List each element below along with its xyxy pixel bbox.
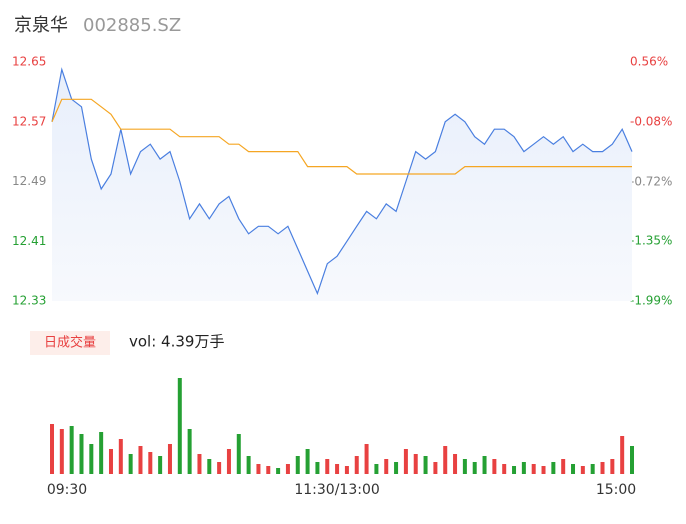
volume-bar xyxy=(89,444,94,474)
volume-bar xyxy=(600,462,605,474)
volume-bar xyxy=(266,466,271,474)
volume-bar xyxy=(207,459,212,474)
price-area xyxy=(52,69,632,301)
y-tick-label: 12.33 xyxy=(12,294,46,308)
y-tick-label: 12.65 xyxy=(12,55,46,69)
volume-bar xyxy=(79,434,84,474)
x-tick-label: 11:30/13:00 xyxy=(294,482,379,498)
volume-bar xyxy=(433,462,438,474)
volume-bar xyxy=(580,466,585,474)
volume-bar xyxy=(502,464,507,474)
volume-bar xyxy=(403,449,408,474)
volume-bar xyxy=(374,464,379,474)
volume-bar xyxy=(335,464,340,474)
x-tick-label: 09:30 xyxy=(47,482,87,498)
volume-bar xyxy=(384,459,389,474)
volume-bar xyxy=(571,464,576,474)
volume-bar xyxy=(443,446,448,474)
volume-bar xyxy=(344,466,349,474)
volume-bar xyxy=(472,462,477,474)
volume-bar xyxy=(138,446,143,474)
volume-bar xyxy=(561,459,566,474)
volume-bar xyxy=(187,429,192,474)
volume-bar xyxy=(276,468,281,474)
volume-bar xyxy=(423,456,428,474)
volume-label: vol: 4.39万手 xyxy=(129,333,224,351)
volume-bar xyxy=(285,464,290,474)
volume-title: 日成交量 xyxy=(44,335,96,351)
y2-tick-label: -0.72% xyxy=(630,174,672,188)
volume-bar xyxy=(128,454,133,474)
y2-tick-label: 0.56% xyxy=(630,55,668,69)
volume-bar xyxy=(246,456,251,474)
y-tick-label: 12.57 xyxy=(12,114,46,128)
volume-bar xyxy=(69,426,74,474)
stock-name: 京泉华 xyxy=(14,15,68,36)
volume-bar xyxy=(630,446,634,474)
y2-tick-label: -1.35% xyxy=(630,234,672,248)
volume-bar xyxy=(610,459,615,474)
volume-bar xyxy=(226,449,231,474)
volume-bar xyxy=(59,429,64,474)
volume-bar xyxy=(453,454,458,474)
volume-bar xyxy=(364,444,369,474)
volume-bar xyxy=(305,449,310,474)
volume-bar xyxy=(590,464,595,474)
volume-bar xyxy=(354,456,359,474)
x-tick-label: 15:00 xyxy=(596,482,636,498)
y-tick-label: 12.49 xyxy=(12,174,46,188)
volume-bar xyxy=(413,454,418,474)
volume-bar xyxy=(197,454,202,474)
volume-bar xyxy=(482,456,487,474)
volume-bar xyxy=(551,462,556,474)
volume-bar xyxy=(167,444,172,474)
volume-bar xyxy=(118,439,123,474)
volume-bar xyxy=(236,434,241,474)
volume-bar xyxy=(521,462,526,474)
average-line xyxy=(51,98,632,175)
volume-bar xyxy=(512,466,517,474)
stock-code: 002885.SZ xyxy=(83,15,181,36)
volume-bar xyxy=(325,459,330,474)
volume-bar xyxy=(99,432,104,474)
y-tick-label: 12.41 xyxy=(12,234,46,248)
volume-bar xyxy=(531,464,536,474)
volume-bar xyxy=(315,462,320,474)
volume-bar xyxy=(620,436,625,474)
volume-bar xyxy=(256,464,261,474)
volume-bar xyxy=(177,378,182,474)
volume-bar xyxy=(50,424,54,474)
volume-bar xyxy=(148,452,153,474)
y2-tick-label: -1.99% xyxy=(630,294,672,308)
volume-bar xyxy=(108,449,113,474)
volume-bar xyxy=(492,459,497,474)
price-line xyxy=(51,67,633,296)
y2-tick-label: -0.08% xyxy=(630,114,672,128)
volume-badge xyxy=(30,331,110,355)
volume-bar xyxy=(462,459,467,474)
volume-bar xyxy=(541,466,546,474)
volume-bar xyxy=(158,456,163,474)
volume-bar xyxy=(394,462,399,474)
volume-bar xyxy=(217,462,222,474)
volume-bar xyxy=(295,456,300,474)
